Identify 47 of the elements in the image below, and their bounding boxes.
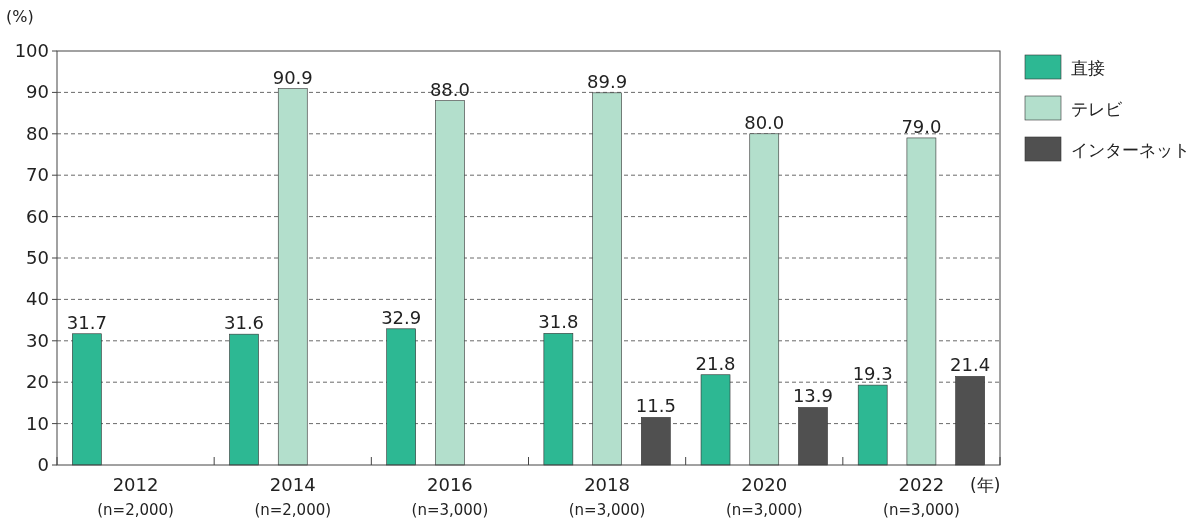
bar bbox=[592, 92, 622, 466]
y-tick-label: 30 bbox=[26, 329, 49, 351]
y-tick-label: 100 bbox=[14, 40, 49, 61]
data-label: 89.9 bbox=[587, 70, 628, 92]
data-label: 21.4 bbox=[950, 354, 991, 376]
data-label: 88.0 bbox=[429, 78, 470, 100]
data-label: 79.0 bbox=[901, 115, 942, 137]
x-tick-label: 2022 (n=3,000) bbox=[883, 474, 960, 519]
y-tick-label: 10 bbox=[26, 412, 49, 434]
y-tick-label: 60 bbox=[26, 205, 49, 227]
y-tick-label: 70 bbox=[26, 164, 49, 186]
x-tick-label: 2018 (n=3,000) bbox=[568, 474, 646, 519]
data-label: 32.9 bbox=[381, 306, 422, 328]
data-label: 19.3 bbox=[852, 363, 893, 385]
y-tick-label: 90 bbox=[26, 81, 49, 103]
y-tick-label: 0 bbox=[37, 454, 49, 475]
data-label: 31.8 bbox=[538, 311, 579, 333]
y-tick-label: 40 bbox=[26, 288, 49, 310]
bar bbox=[435, 100, 465, 466]
bar bbox=[906, 137, 937, 466]
x-tick-label: 2020 (n=3,000) bbox=[725, 474, 803, 519]
bar bbox=[700, 374, 731, 466]
legend-label: 直接 bbox=[1071, 58, 1105, 78]
bar bbox=[72, 333, 102, 466]
bar bbox=[386, 328, 416, 466]
bar bbox=[543, 333, 574, 466]
x-tick-label: 2012 (n=2,000) bbox=[97, 474, 174, 519]
bar bbox=[229, 333, 259, 466]
data-label: 31.6 bbox=[223, 312, 265, 334]
x-axis-title: (年) bbox=[970, 475, 1001, 495]
y-axis-title: (%) bbox=[6, 7, 34, 26]
bar bbox=[277, 88, 308, 466]
x-tick-label: 2014 (n=2,000) bbox=[254, 474, 332, 519]
data-label: 90.9 bbox=[272, 66, 313, 88]
data-label: 80.0 bbox=[744, 111, 785, 133]
legend-label: テレビ bbox=[1071, 99, 1123, 119]
y-tick-label: 20 bbox=[26, 371, 49, 393]
data-label: 21.8 bbox=[695, 352, 736, 374]
bar bbox=[857, 384, 888, 466]
data-label: 13.9 bbox=[792, 385, 834, 407]
bar bbox=[749, 133, 780, 466]
legend-label: インターネット bbox=[1071, 140, 1190, 160]
y-tick-label: 50 bbox=[26, 247, 49, 268]
y-tick-label: 80 bbox=[26, 122, 49, 144]
data-label: 31.7 bbox=[66, 311, 107, 333]
x-tick-label: 2016 (n=3,000) bbox=[411, 474, 489, 519]
data-label: 11.5 bbox=[635, 395, 676, 417]
